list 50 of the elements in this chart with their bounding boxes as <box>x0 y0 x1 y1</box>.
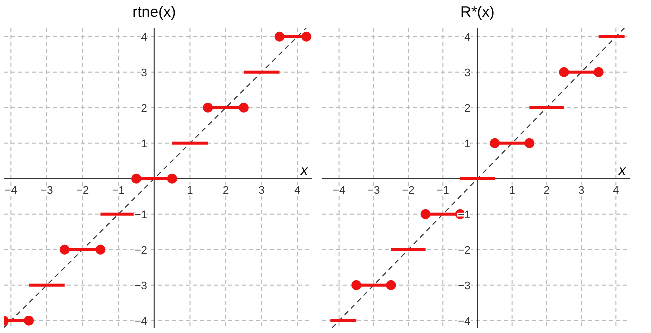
y-tick-label: −4 <box>458 316 471 328</box>
y-tick-label: 2 <box>141 102 148 115</box>
x-tick-label: −2 <box>402 184 415 197</box>
point <box>386 280 396 290</box>
x-tick-label: −2 <box>76 184 90 197</box>
x-tick-label: −3 <box>368 184 380 197</box>
chart-title: rtne(x) <box>132 4 176 21</box>
y-tick-label: −4 <box>134 316 148 328</box>
x-tick-label: 3 <box>258 184 265 197</box>
x-tick-label: −4 <box>4 184 18 197</box>
y-tick-label: −2 <box>134 244 148 257</box>
point <box>203 102 214 113</box>
x-axis-title: x <box>618 162 627 178</box>
chart-title: R*(x) <box>460 4 495 21</box>
point <box>60 244 70 255</box>
point <box>132 174 142 184</box>
y-tick-label: 1 <box>464 138 471 150</box>
point <box>274 32 285 42</box>
x-tick-label: −1 <box>436 184 450 197</box>
y-tick-label: 4 <box>464 32 471 44</box>
point <box>238 102 249 113</box>
x-tick-label: 4 <box>294 184 301 197</box>
x-tick-label: 2 <box>222 184 230 197</box>
x-tick-label: −4 <box>333 184 346 197</box>
x-tick-label: −1 <box>112 184 125 197</box>
point <box>420 209 431 220</box>
point <box>352 280 362 290</box>
point <box>559 67 570 78</box>
x-tick-label: −3 <box>40 184 54 197</box>
x-tick-label: 2 <box>544 184 550 197</box>
x-tick-label: 4 <box>613 184 620 197</box>
x-tick-label: 1 <box>187 184 194 197</box>
point <box>167 174 178 184</box>
x-tick-label: 1 <box>509 184 516 197</box>
x-axis-title: x <box>300 162 309 178</box>
y-tick-label: 3 <box>141 67 148 80</box>
y-tick-label: 3 <box>464 67 471 80</box>
point <box>96 244 106 255</box>
point <box>524 138 535 148</box>
point <box>490 138 500 148</box>
y-tick-label: 2 <box>464 102 471 115</box>
y-tick-label: −3 <box>134 280 148 292</box>
x-tick-label: 3 <box>578 184 585 197</box>
point <box>594 67 604 78</box>
y-tick-label: −1 <box>134 209 148 222</box>
y-tick-label: −2 <box>458 244 471 257</box>
point <box>302 32 312 42</box>
y-tick-label: 4 <box>141 32 148 44</box>
y-tick-label: 1 <box>141 138 148 150</box>
y-tick-label: −3 <box>458 280 471 292</box>
